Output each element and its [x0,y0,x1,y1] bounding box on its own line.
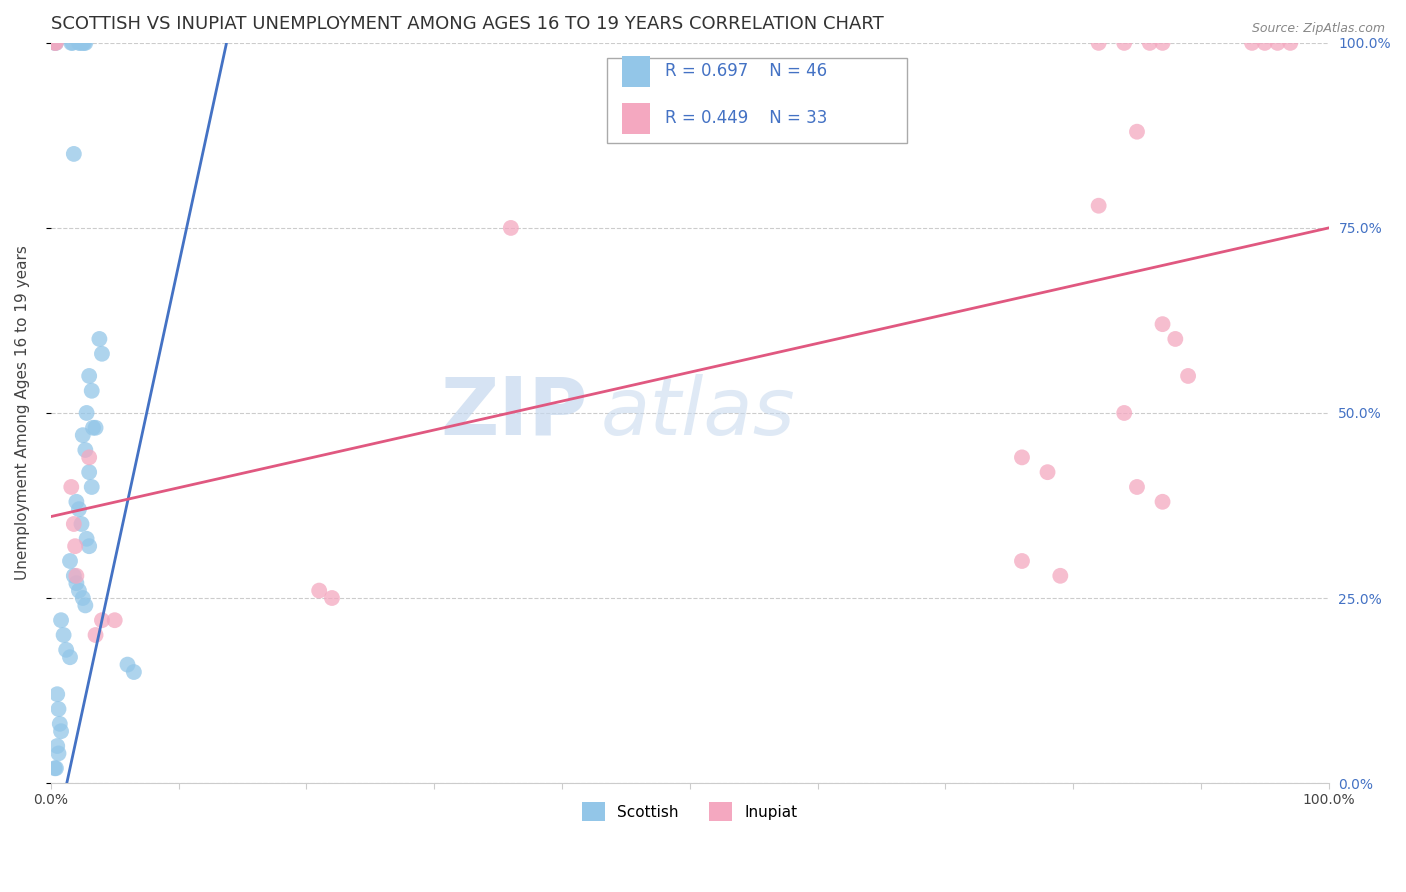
Point [117,657,139,672]
Point [73,36,96,50]
Point [45,761,67,775]
Point [65,576,87,591]
Point [55,642,77,657]
Point [1049,569,1071,583]
Point [76,406,98,420]
Point [45,36,67,50]
Text: Source: ZipAtlas.com: Source: ZipAtlas.com [1251,22,1385,36]
Point [77,368,100,383]
Point [44,36,66,50]
Point [91,347,114,361]
Point [75,36,97,50]
Text: ZIP: ZIP [440,374,588,452]
Point [84,421,107,435]
Point [65,495,87,509]
Point [48,702,70,716]
Point [67,36,90,50]
Point [80,384,103,398]
Point [1152,495,1174,509]
Point [308,583,330,598]
Point [91,613,114,627]
Point [1011,450,1033,465]
Point [69,36,91,50]
Point [48,747,70,761]
Point [1279,36,1302,50]
Point [49,716,72,731]
Point [76,532,98,546]
Point [60,36,83,50]
Text: atlas: atlas [600,374,794,452]
Y-axis label: Unemployment Among Ages 16 to 19 years: Unemployment Among Ages 16 to 19 years [15,245,30,581]
Point [72,36,94,50]
Legend: Scottish, Inupiat: Scottish, Inupiat [576,797,804,827]
Point [70,516,93,531]
Point [1240,36,1263,50]
Point [89,332,111,346]
Point [44,36,66,50]
Point [60,480,83,494]
Point [1087,199,1109,213]
FancyBboxPatch shape [606,58,907,143]
Point [1126,480,1149,494]
Point [1152,317,1174,331]
Point [84,628,107,642]
Point [77,539,100,553]
Point [44,761,66,775]
Text: R = 0.449    N = 33: R = 0.449 N = 33 [665,110,828,128]
Point [67,502,90,516]
Point [46,687,69,701]
Point [59,554,82,568]
Point [1036,465,1059,479]
Point [72,591,94,605]
FancyBboxPatch shape [621,56,650,87]
Point [1126,125,1149,139]
Point [1164,332,1187,346]
Text: R = 0.697    N = 46: R = 0.697 N = 46 [665,62,828,80]
Point [59,650,82,665]
Point [1152,36,1174,50]
Point [67,583,90,598]
Point [77,450,100,465]
Point [499,221,522,235]
Point [75,599,97,613]
Point [1254,36,1277,50]
Point [321,591,343,605]
Point [72,428,94,442]
Point [75,442,97,457]
Point [1139,36,1161,50]
Point [45,36,67,50]
Point [62,36,84,50]
Point [49,613,72,627]
Point [46,739,69,753]
Point [1267,36,1289,50]
Point [49,724,72,739]
Point [63,516,86,531]
Point [65,569,87,583]
Point [63,147,86,161]
Point [63,569,86,583]
Point [1177,368,1199,383]
Point [82,421,104,435]
Point [80,480,103,494]
Point [1011,554,1033,568]
Point [77,465,100,479]
FancyBboxPatch shape [621,103,650,134]
Point [63,539,86,553]
Point [104,613,127,627]
Point [1087,36,1109,50]
Point [1114,406,1136,420]
Point [1114,36,1136,50]
Text: SCOTTISH VS INUPIAT UNEMPLOYMENT AMONG AGES 16 TO 19 YEARS CORRELATION CHART: SCOTTISH VS INUPIAT UNEMPLOYMENT AMONG A… [51,15,883,33]
Point [122,665,145,679]
Point [52,628,75,642]
